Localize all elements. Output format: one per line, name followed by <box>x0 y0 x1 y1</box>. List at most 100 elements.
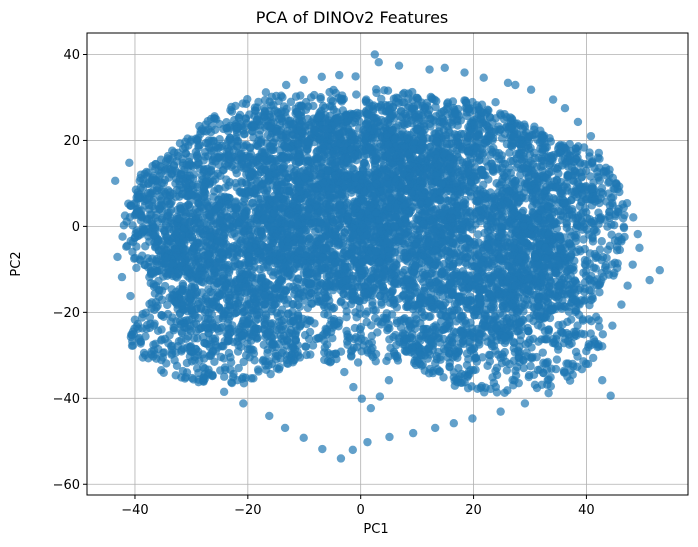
scatter-point <box>309 218 319 227</box>
scatter-point <box>459 198 469 207</box>
scatter-point <box>348 288 357 298</box>
scatter-point <box>370 313 380 323</box>
scatter-point <box>236 236 246 246</box>
scatter-point <box>387 288 396 297</box>
scatter-point <box>391 279 400 288</box>
scatter-point <box>586 172 595 181</box>
scatter-point <box>244 188 254 197</box>
scatter-point <box>396 227 405 237</box>
scatter-point <box>454 220 463 229</box>
scatter-point <box>329 314 339 324</box>
scatter-point <box>392 318 402 328</box>
scatter-point <box>342 251 351 260</box>
scatter-point <box>343 337 352 346</box>
scatter-point <box>320 309 329 319</box>
scatter-point <box>352 313 361 322</box>
scatter-point <box>277 203 286 213</box>
scatter-point <box>476 214 485 223</box>
scatter-point <box>325 200 335 209</box>
scatter-point <box>234 225 243 234</box>
scatter-point <box>349 255 358 264</box>
scatter-point <box>231 198 240 207</box>
scatter-point <box>363 346 372 355</box>
scatter-point <box>349 244 359 254</box>
scatter-point <box>246 220 256 230</box>
scatter-point <box>336 297 345 307</box>
scatter-point <box>323 279 333 289</box>
scatter-point <box>352 262 361 272</box>
scatter-point <box>247 198 257 208</box>
scatter-point <box>355 210 364 219</box>
scatter-point <box>245 230 255 240</box>
scatter-point <box>280 219 290 228</box>
scatter-point <box>351 204 360 213</box>
scatter-point <box>342 326 351 336</box>
scatter-point <box>262 223 272 232</box>
scatter-point <box>316 278 326 288</box>
scatter-point <box>306 241 315 250</box>
scatter-point <box>349 230 358 239</box>
scatter-point <box>505 148 514 157</box>
scatter-point <box>256 273 266 283</box>
scatter-point <box>429 206 439 215</box>
scatter-point <box>322 212 332 221</box>
scatter-point <box>332 224 341 234</box>
scatter-point <box>473 230 483 239</box>
scatter-point <box>290 264 299 273</box>
scatter-point <box>276 252 285 261</box>
scatter-point <box>426 281 435 290</box>
scatter-point <box>473 197 482 207</box>
scatter-point <box>433 252 443 261</box>
scatter-point <box>460 243 470 253</box>
scatter-point <box>384 246 393 256</box>
scatter-point <box>416 198 426 207</box>
scatter-point <box>240 129 249 139</box>
scatter-point <box>251 246 261 255</box>
scatter-point <box>323 266 333 275</box>
scatter-point <box>375 257 384 267</box>
scatter-point <box>430 193 439 203</box>
scatter-point <box>400 200 410 209</box>
scatter-point <box>480 228 489 238</box>
scatter-point <box>353 358 363 367</box>
scatter-point <box>285 282 294 292</box>
scatter-point <box>305 327 315 337</box>
scatter-point <box>224 260 233 270</box>
scatter-point <box>355 303 365 313</box>
scatter-point <box>419 277 428 287</box>
scatter-point <box>378 237 388 247</box>
scatter-point <box>343 213 353 222</box>
scatter-point <box>439 229 448 239</box>
points-layer <box>111 50 664 463</box>
scatter-point <box>536 126 545 135</box>
scatter-point <box>316 217 325 227</box>
scatter-point <box>381 294 390 303</box>
scatter-point <box>355 274 364 283</box>
scatter-point <box>295 203 305 212</box>
scatter-point <box>296 284 305 294</box>
scatter-point <box>456 156 465 165</box>
scatter-point <box>298 257 307 266</box>
scatter-point <box>318 253 327 262</box>
scatter-point <box>390 222 400 232</box>
scatter-point <box>449 271 458 280</box>
scatter-point <box>244 252 253 262</box>
scatter-point <box>325 358 335 367</box>
scatter-point <box>328 285 338 295</box>
scatter-point <box>241 270 251 279</box>
scatter-point <box>354 337 363 346</box>
scatter-point <box>313 333 323 343</box>
scatter-point <box>240 212 249 221</box>
scatter-point <box>261 202 271 211</box>
scatter-point <box>347 223 357 233</box>
scatter-point <box>545 134 554 143</box>
scatter-point <box>288 199 297 208</box>
scatter-point <box>474 238 483 247</box>
scatter-point <box>397 193 407 203</box>
scatter-point <box>363 230 372 239</box>
scatter-point <box>442 265 451 274</box>
scatter-point <box>308 193 317 202</box>
scatter-point <box>304 334 314 344</box>
scatter-point <box>430 234 439 243</box>
